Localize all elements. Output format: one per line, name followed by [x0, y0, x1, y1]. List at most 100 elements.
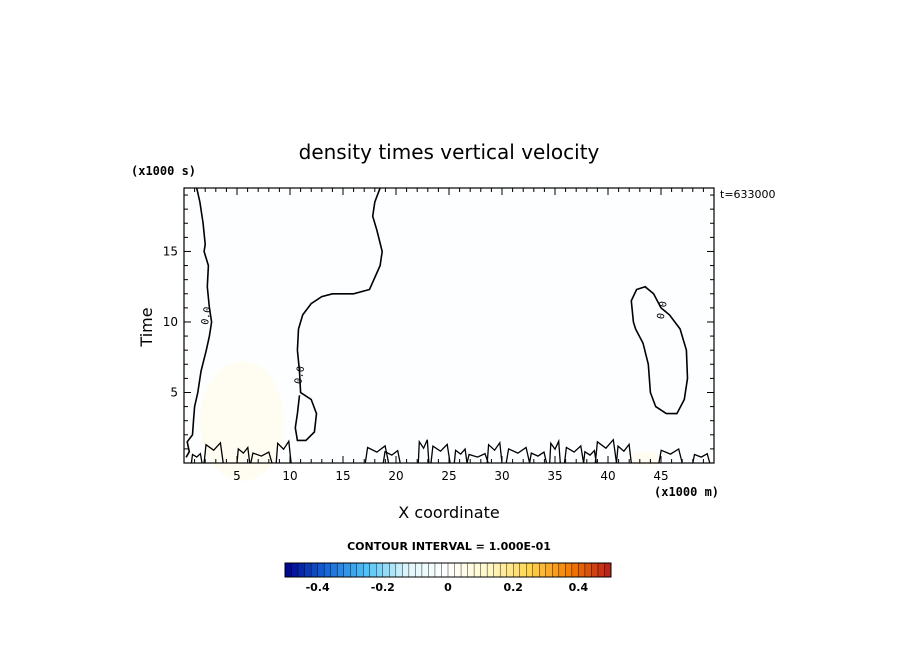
noise-contour: [563, 444, 585, 464]
colorbar-cell: [330, 562, 338, 578]
colorbar-cell: [382, 562, 390, 578]
colorbar-cell: [421, 562, 429, 578]
colorbar-cell: [447, 562, 455, 578]
y-axis-label: Time: [137, 307, 156, 347]
positive-region-2: [629, 451, 661, 466]
x-tick-label: 5: [233, 469, 241, 483]
colorbar-tick-label: 0: [444, 581, 452, 594]
colorbar-tick-label: -0.4: [306, 581, 330, 594]
colorbar-cell: [363, 562, 371, 578]
noise-contour: [582, 449, 597, 464]
colorbar-cell: [304, 562, 312, 578]
colorbar-cell: [578, 562, 586, 578]
noise-contour: [486, 441, 503, 464]
colorbar-cell: [506, 562, 514, 578]
colorbar-cell: [369, 562, 377, 578]
colorbar-cell: [558, 562, 566, 578]
colorbar-cell: [499, 562, 508, 578]
colorbar-cell: [584, 562, 592, 578]
colorbar-cell: [513, 562, 521, 578]
colorbar-cell: [552, 562, 560, 578]
colorbar-cell: [284, 562, 292, 578]
colorbar-cell: [467, 562, 475, 578]
x-tick-label: 25: [441, 469, 456, 483]
noise-contour: [364, 444, 390, 464]
colorbar-cell: [519, 562, 527, 578]
middle-contour: [294, 187, 384, 442]
noise-contour: [658, 447, 683, 464]
noise-contour: [190, 452, 203, 464]
noise-contour: [430, 443, 451, 464]
x-tick-label: 45: [653, 469, 668, 483]
colorbar-cell: [565, 562, 573, 578]
y-unit-label: (x1000 s): [131, 164, 196, 178]
noise-contour: [382, 449, 401, 464]
contour-label: 0.0: [656, 300, 670, 320]
x-tick-label: 40: [600, 469, 615, 483]
noise-contour: [528, 451, 548, 464]
colorbar-cell: [317, 562, 325, 578]
noise-contour: [453, 447, 468, 464]
noise-contour: [250, 451, 273, 464]
colorbar-cell: [597, 562, 605, 578]
x-unit-label: (x1000 m): [654, 485, 719, 499]
colorbar-cell: [310, 562, 318, 578]
noise-contour: [505, 446, 531, 464]
x-tick-label: 10: [282, 469, 297, 483]
colorbar-cell: [532, 562, 540, 578]
colorbar-cell: [526, 562, 534, 578]
colorbar-cell: [376, 562, 384, 578]
colorbar-cell: [402, 562, 410, 578]
colorbar-cell: [389, 562, 397, 578]
colorbar-cell: [454, 562, 462, 578]
colorbar-cell: [493, 562, 501, 578]
y-tick-label: 5: [170, 385, 178, 399]
colorbar-cell: [545, 562, 553, 578]
colorbar-tick-label: -0.2: [371, 581, 395, 594]
plot-area: 0.0 0.0 0.0: [184, 187, 714, 481]
x-tick-labels: 5 10 15 20 25 30 35 40 45: [233, 469, 668, 483]
noise-contour: [466, 452, 489, 464]
colorbar-cell: [571, 562, 579, 578]
colorbar-cell: [604, 562, 612, 578]
x-axis-label: X coordinate: [398, 503, 499, 522]
noise-contour: [594, 438, 618, 464]
colorbar-cell: [441, 562, 449, 578]
time-annotation: t=633000: [720, 188, 776, 201]
x-tick-label: 15: [335, 469, 350, 483]
colorbar-cell: [480, 562, 488, 578]
y-tick-label: 15: [163, 244, 178, 258]
colorbar: -0.4 -0.2 0 0.2 0.4: [284, 562, 612, 594]
noise-contour: [275, 439, 292, 464]
colorbar-cell: [408, 562, 416, 578]
y-tick-label: 10: [163, 315, 178, 329]
colorbar-tick-label: 0.2: [503, 581, 523, 594]
colorbar-cell: [591, 562, 599, 578]
noise-contour: [203, 441, 224, 464]
colorbar-cell: [343, 562, 351, 578]
y-tick-labels: 5 10 15: [163, 244, 178, 399]
noise-contour: [549, 438, 561, 464]
colorbar-cell: [486, 562, 495, 578]
colorbar-cell: [291, 562, 299, 578]
colorbar-cell: [460, 562, 468, 578]
left-contour: [185, 187, 213, 458]
x-tick-label: 30: [494, 469, 509, 483]
noise-contour: [692, 452, 711, 464]
contour-interval-text: CONTOUR INTERVAL = 1.000E-01: [347, 540, 551, 553]
colorbar-cell: [434, 562, 442, 578]
contour-label: 0.0: [293, 365, 307, 385]
colorbar-cell: [350, 562, 358, 578]
colorbar-cell: [428, 562, 436, 578]
colorbar-cell: [539, 562, 547, 578]
colorbar-cell: [395, 562, 403, 578]
contour-label: 0.0: [200, 306, 214, 326]
colorbar-tick-label: 0.4: [569, 581, 589, 594]
tick-marks: [184, 188, 714, 463]
right-contour: [630, 285, 689, 415]
colorbar-cell: [473, 562, 481, 578]
colorbar-frame: [284, 562, 612, 578]
colorbar-cell: [356, 562, 364, 578]
colorbar-cell: [323, 562, 332, 578]
